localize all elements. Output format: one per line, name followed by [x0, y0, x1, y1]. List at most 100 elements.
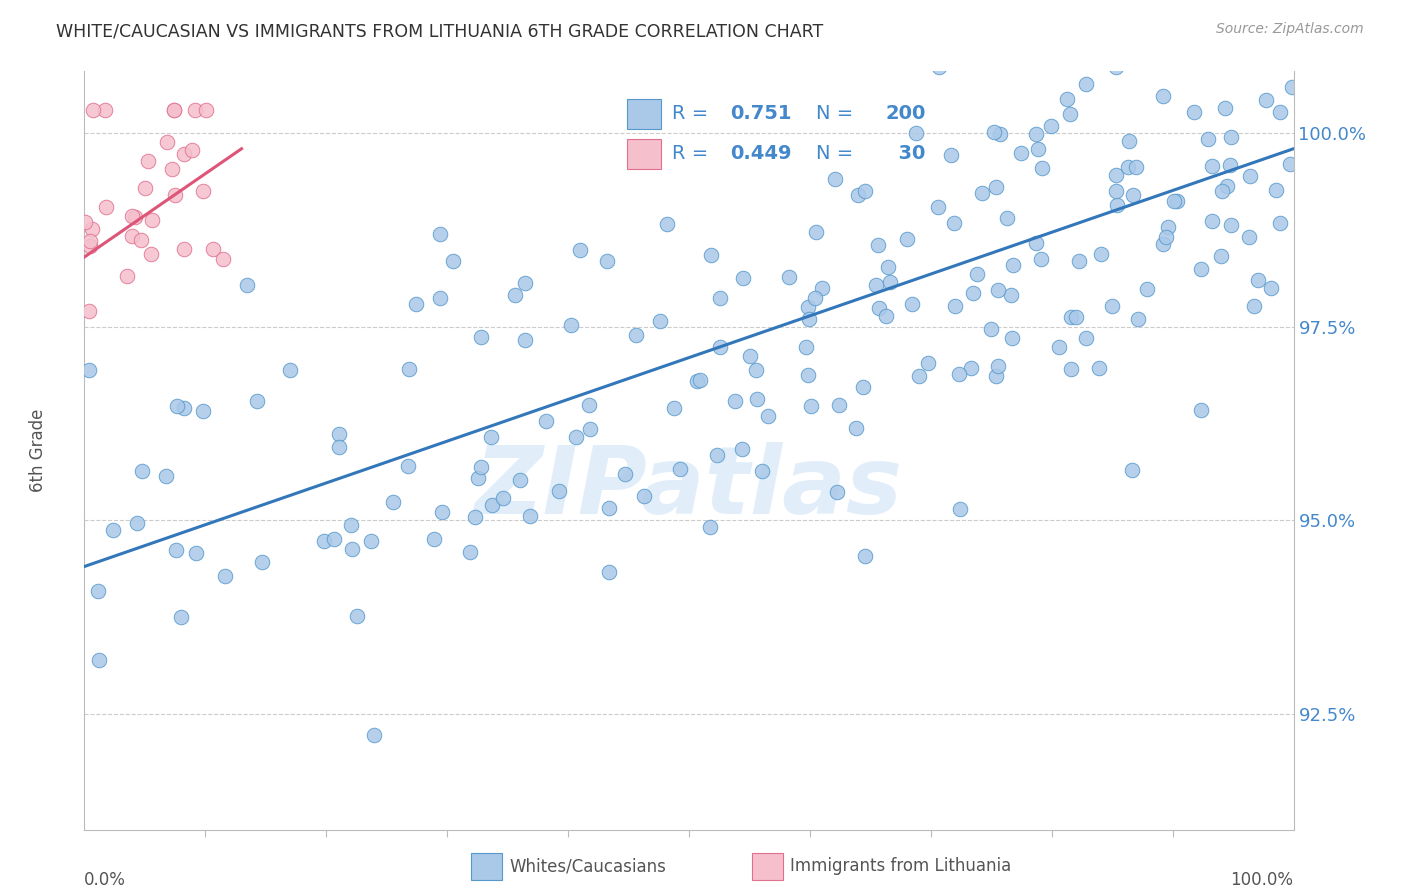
- Point: [987, 283, 1010, 297]
- Point: [87, 653, 110, 667]
- Point: [970, 186, 993, 200]
- Point: [633, 489, 655, 503]
- Point: [470, 330, 492, 344]
- Point: [905, 127, 928, 141]
- Point: [731, 270, 754, 285]
- Point: [534, 414, 557, 428]
- Point: [745, 392, 768, 407]
- Point: [1152, 89, 1174, 103]
- Point: [1201, 159, 1223, 173]
- Point: [1126, 312, 1149, 326]
- Point: [155, 469, 177, 483]
- Point: [1122, 187, 1144, 202]
- Point: [125, 516, 148, 530]
- Point: [598, 501, 620, 516]
- Point: [115, 268, 138, 283]
- Point: [87, 584, 110, 599]
- Point: [579, 422, 602, 436]
- Point: [136, 153, 159, 168]
- Point: [1164, 45, 1187, 60]
- Point: [464, 509, 486, 524]
- Point: [797, 368, 820, 382]
- Point: [82, 222, 104, 236]
- Point: [173, 242, 195, 256]
- Point: [194, 103, 217, 117]
- Point: [519, 509, 541, 524]
- Point: [901, 297, 924, 311]
- Point: [866, 237, 889, 252]
- Point: [1059, 107, 1081, 121]
- Point: [250, 555, 273, 569]
- Point: [917, 356, 939, 370]
- Point: [1002, 258, 1025, 272]
- Point: [1261, 55, 1284, 70]
- Point: [1166, 194, 1188, 208]
- Point: [1047, 340, 1070, 354]
- Point: [173, 401, 195, 416]
- Point: [1211, 184, 1233, 198]
- Point: [804, 225, 827, 239]
- Point: [515, 276, 537, 290]
- Point: [1025, 236, 1047, 251]
- Point: [896, 232, 918, 246]
- Point: [624, 328, 647, 343]
- Text: 6th Grade: 6th Grade: [30, 409, 48, 492]
- Point: [1064, 310, 1087, 324]
- Point: [1010, 145, 1032, 160]
- Point: [669, 462, 692, 476]
- Point: [1260, 280, 1282, 294]
- Point: [1182, 105, 1205, 120]
- Point: [173, 147, 195, 161]
- Point: [1025, 127, 1047, 141]
- Point: [481, 498, 503, 512]
- Point: [962, 286, 984, 301]
- Point: [1118, 134, 1140, 148]
- Point: [79, 234, 101, 248]
- Point: [328, 427, 350, 442]
- Point: [191, 185, 214, 199]
- Point: [794, 340, 817, 354]
- Point: [1152, 236, 1174, 251]
- Point: [1059, 361, 1081, 376]
- Point: [245, 394, 267, 409]
- Point: [876, 260, 898, 274]
- Point: [811, 280, 834, 294]
- Text: WHITE/CAUCASIAN VS IMMIGRANTS FROM LITHUANIA 6TH GRADE CORRELATION CHART: WHITE/CAUCASIAN VS IMMIGRANTS FROM LITHU…: [56, 22, 824, 40]
- Point: [1101, 299, 1123, 313]
- Point: [943, 216, 966, 230]
- Point: [853, 549, 876, 564]
- Point: [800, 399, 823, 413]
- Point: [121, 209, 143, 223]
- Text: 100.0%: 100.0%: [1230, 871, 1294, 889]
- Point: [948, 367, 970, 381]
- Point: [1105, 198, 1128, 212]
- Point: [614, 467, 637, 481]
- Point: [1250, 21, 1272, 35]
- Point: [1237, 229, 1260, 244]
- Point: [853, 185, 876, 199]
- Point: [1254, 93, 1277, 107]
- Point: [706, 448, 728, 462]
- Point: [1074, 77, 1097, 91]
- Point: [121, 229, 143, 244]
- Point: [740, 349, 762, 363]
- Point: [756, 409, 779, 424]
- Point: [1033, 50, 1056, 64]
- Point: [398, 362, 420, 376]
- Point: [429, 227, 451, 241]
- Point: [865, 278, 887, 293]
- Point: [396, 459, 419, 474]
- Point: [745, 363, 768, 377]
- Point: [1279, 157, 1302, 171]
- Point: [709, 340, 731, 354]
- Point: [467, 471, 489, 485]
- Point: [503, 288, 526, 302]
- Point: [1031, 161, 1053, 175]
- Point: [1105, 168, 1128, 182]
- Point: [879, 275, 901, 289]
- Point: [328, 440, 350, 454]
- Point: [236, 277, 259, 292]
- Point: [1090, 247, 1112, 261]
- Point: [214, 568, 236, 582]
- Point: [429, 291, 451, 305]
